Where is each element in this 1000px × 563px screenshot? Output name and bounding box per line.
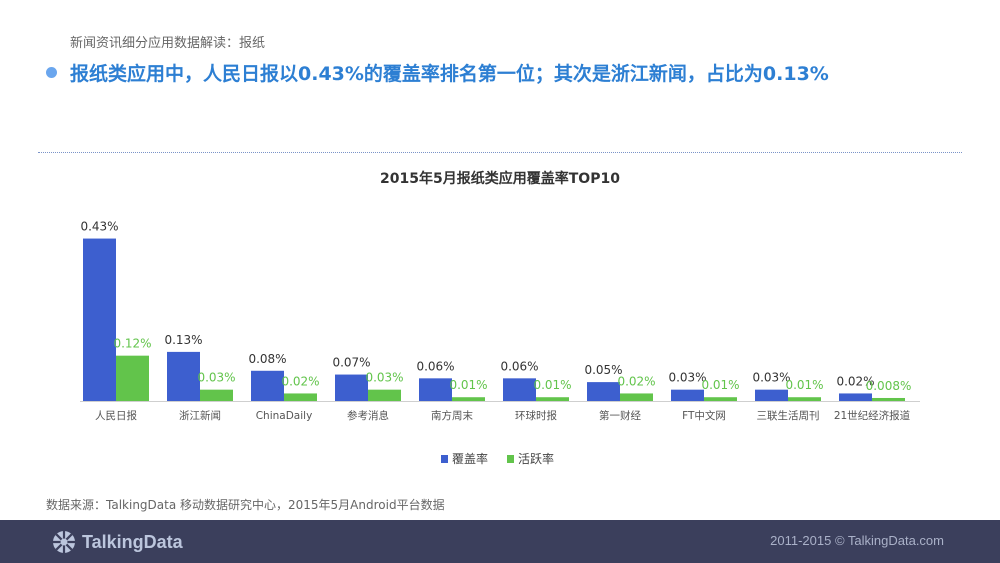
bar-coverage-4 — [419, 378, 452, 401]
bar-active-0 — [116, 355, 149, 401]
bar-coverage-0 — [83, 238, 116, 401]
x-tick-label-6: 第一财经 — [599, 409, 641, 422]
bar-coverage-8 — [755, 389, 788, 401]
data-label-active-2: 0.02% — [281, 374, 319, 388]
x-tick-label-8: 三联生活周刊 — [757, 409, 820, 422]
data-label-coverage-0: 0.43% — [80, 220, 118, 234]
footer-bar: TalkingData 2011-2015 © TalkingData.com — [0, 520, 1000, 563]
data-label-active-3: 0.03% — [365, 371, 403, 385]
x-tick-label-9: 21世纪经济报道 — [834, 409, 911, 422]
bar-active-6 — [620, 393, 653, 401]
data-label-coverage-7: 0.03% — [668, 371, 706, 385]
logo-text: TalkingData — [82, 531, 183, 552]
x-tick-label-0: 人民日报 — [95, 409, 137, 422]
data-label-coverage-9: 0.02% — [836, 374, 874, 388]
bar-coverage-6 — [587, 382, 620, 401]
headline-bullet-icon — [46, 67, 57, 78]
legend-swatch-1 — [507, 455, 514, 463]
data-label-active-9: 0.008% — [866, 379, 912, 393]
bar-coverage-1 — [167, 351, 200, 401]
bar-active-2 — [284, 393, 317, 401]
talkingdata-logo-icon — [53, 531, 75, 553]
data-label-active-1: 0.03% — [197, 371, 235, 385]
data-label-active-0: 0.12% — [113, 337, 151, 351]
data-label-coverage-5: 0.06% — [500, 359, 538, 373]
bar-coverage-3 — [335, 374, 368, 401]
chart-title: 2015年5月报纸类应用覆盖率TOP10 — [380, 171, 620, 187]
breadcrumb: 新闻资讯细分应用数据解读：报纸 — [70, 36, 266, 51]
data-label-active-5: 0.01% — [533, 378, 571, 392]
bar-active-8 — [788, 397, 821, 401]
data-label-coverage-2: 0.08% — [248, 352, 286, 366]
divider — [38, 152, 962, 153]
data-label-coverage-4: 0.06% — [416, 359, 454, 373]
bar-active-9 — [872, 397, 905, 401]
bar-active-1 — [200, 389, 233, 401]
headline: 报纸类应用中，人民日报以0.43%的覆盖率排名第一位；其次是浙江新闻，占比为0.… — [70, 63, 829, 85]
data-label-coverage-6: 0.05% — [584, 363, 622, 377]
x-tick-label-4: 南方周末 — [431, 409, 473, 422]
x-tick-label-5: 环球时报 — [515, 409, 557, 422]
data-label-active-8: 0.01% — [785, 378, 823, 392]
x-tick-label-7: FT中文网 — [682, 409, 726, 422]
logo: TalkingData — [52, 529, 183, 555]
legend-swatch-0 — [441, 455, 448, 463]
bar-active-3 — [368, 389, 401, 401]
source-note: 数据来源：TalkingData 移动数据研究中心，2015年5月Android… — [46, 498, 445, 512]
data-label-active-6: 0.02% — [617, 374, 655, 388]
legend-label-0: 覆盖率 — [452, 451, 488, 466]
x-tick-label-2: ChinaDaily — [256, 410, 313, 422]
bar-chart: 0.43% 0.12% 人民日报 0.13% 0.03% 浙江新闻 0.08% 0.02% Ch… — [80, 220, 920, 466]
data-label-coverage-1: 0.13% — [164, 333, 202, 347]
bar-coverage-2 — [251, 370, 284, 401]
bar-coverage-7 — [671, 389, 704, 401]
bar-coverage-5 — [503, 378, 536, 401]
bar-active-5 — [536, 397, 569, 401]
x-tick-label-3: 参考消息 — [347, 409, 389, 422]
data-label-active-4: 0.01% — [449, 378, 487, 392]
data-label-active-7: 0.01% — [701, 378, 739, 392]
x-tick-label-1: 浙江新闻 — [179, 409, 221, 422]
legend-label-1: 活跃率 — [518, 451, 554, 466]
copyright: 2011-2015 © TalkingData.com — [770, 533, 944, 548]
data-label-coverage-8: 0.03% — [752, 371, 790, 385]
data-label-coverage-3: 0.07% — [332, 356, 370, 370]
bar-coverage-9 — [839, 393, 872, 401]
bar-active-7 — [704, 397, 737, 401]
bar-active-4 — [452, 397, 485, 401]
